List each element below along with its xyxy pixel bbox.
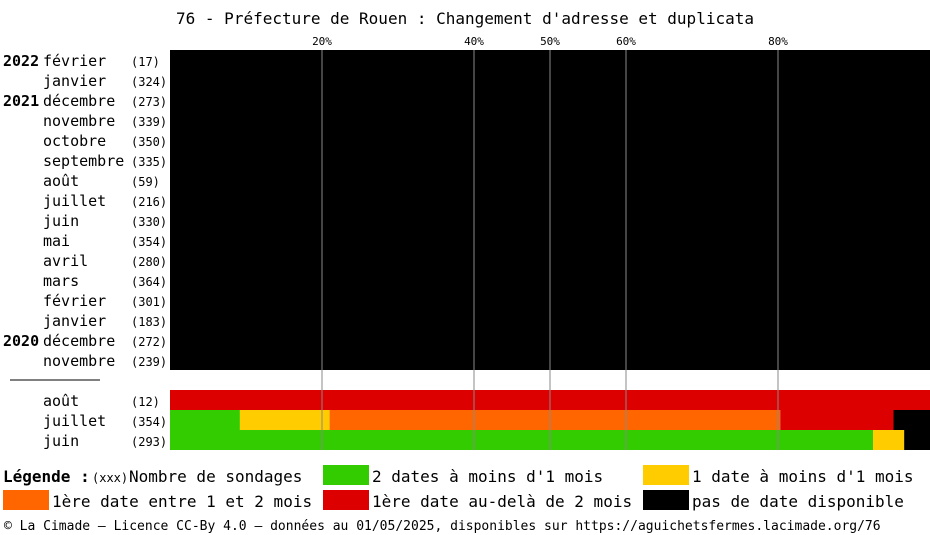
footer-credit: © La Cimade — Licence CC-By 4.0 — donnée… [4,519,881,534]
count-label: (239) [131,355,167,369]
month-label: novembre [43,352,115,370]
x-tick-label: 40% [464,35,484,48]
count-label: (216) [131,195,167,209]
month-label: juillet [43,412,106,430]
bar-segment-two_dates [170,410,240,430]
legend-swatch-one_date [643,465,689,485]
month-label: janvier [43,72,106,90]
legend-label-one_date: 1 date à moins d'1 mois [692,467,914,486]
bar-segment-one_date [239,410,330,430]
bar-segment-first_1_2 [329,410,781,430]
count-label: (183) [131,315,167,329]
month-label: juillet [43,192,106,210]
year-label: 2020 [3,332,39,350]
x-axis-ticks: 20% 40% 50% 60% 80% [312,35,788,48]
legend-heading: Légende : [3,467,90,486]
year-label: 2021 [3,92,39,110]
count-label: (12) [131,395,160,409]
month-label: septembre [43,152,124,170]
legend-label-first_1_2: 1ère date entre 1 et 2 mois [52,492,312,511]
month-label: octobre [43,132,106,150]
month-label: mars [43,272,79,290]
x-tick-label: 50% [540,35,560,48]
count-label: (339) [131,115,167,129]
count-label: (364) [131,275,167,289]
count-label: (273) [131,95,167,109]
bar-segment-two_dates [170,430,873,450]
count-label: (17) [131,55,160,69]
count-label: (59) [131,175,160,189]
legend: Légende : (xxx) Nombre de sondages 2 dates … [3,465,914,511]
legend-swatch-two_dates [323,465,369,485]
x-tick-label: 20% [312,35,332,48]
month-label: février [43,292,106,310]
count-label: (354) [131,235,167,249]
month-label: février [43,52,106,70]
count-label: (354) [131,415,167,429]
count-label: (335) [131,155,167,169]
month-label: avril [43,252,88,270]
month-label: août [43,392,79,410]
count-label: (301) [131,295,167,309]
bar-segment-one_date [873,430,905,450]
bar-segment-none [893,410,930,430]
month-label: décembre [43,332,115,350]
legend-label-none: pas de date disponible [692,492,904,511]
month-label: juin [43,432,79,450]
legend-label-two_dates: 2 dates à moins d'1 mois [372,467,603,486]
count-label: (324) [131,75,167,89]
x-tick-label: 60% [616,35,636,48]
bar-segment-none [904,430,930,450]
chart-title: 76 - Préfecture de Rouen : Changement d'… [176,9,754,28]
month-label: novembre [43,112,115,130]
legend-swatch-first_over_2 [323,490,369,510]
legend-count-label: Nombre de sondages [129,467,302,486]
count-label: (272) [131,335,167,349]
count-label: (280) [131,255,167,269]
year-label: 2022 [3,52,39,70]
legend-swatch-first_1_2 [3,490,49,510]
month-label: juin [43,212,79,230]
row-labels: 2022 février (17)janvier (324)2021 décembre(… [3,52,167,450]
legend-count-key: (xxx) [92,471,128,485]
count-label: (350) [131,135,167,149]
month-label: mai [43,232,70,250]
legend-swatch-none [643,490,689,510]
x-tick-label: 80% [768,35,788,48]
gridlines [321,50,779,450]
count-label: (330) [131,215,167,229]
month-label: décembre [43,92,115,110]
month-label: août [43,172,79,190]
count-label: (293) [131,435,167,449]
legend-label-first_over_2: 1ère date au-delà de 2 mois [372,492,632,511]
bar-segment-first_over_2 [780,410,894,430]
month-label: janvier [43,312,106,330]
